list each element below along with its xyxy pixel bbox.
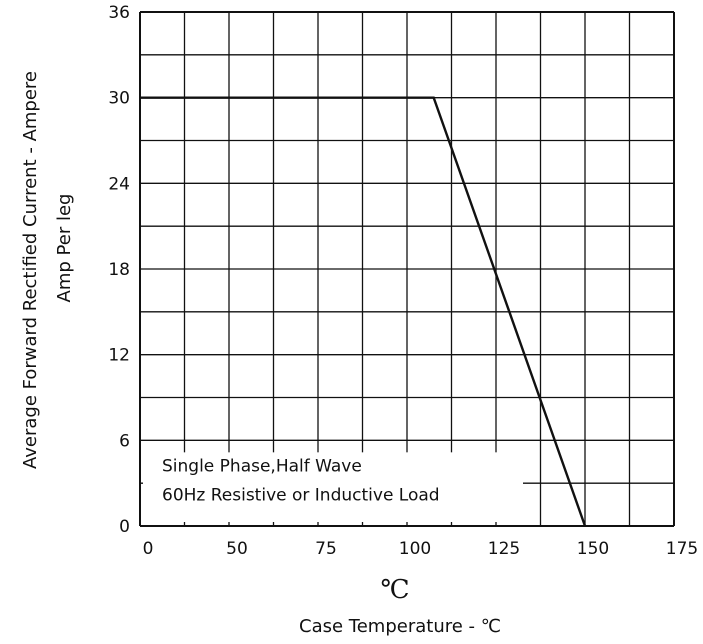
y-tick-label: 18 [108, 260, 130, 280]
x-unit-label: ℃ [380, 575, 409, 605]
y-tick-label: 24 [108, 174, 130, 194]
y-axis-subtitle: Amp Per leg [54, 194, 75, 303]
annotation-line-1: Single Phase,Half Wave [162, 456, 362, 476]
x-tick-label: 75 [315, 539, 337, 559]
y-axis-title: Average Forward Rectified Current - Ampe… [20, 71, 41, 469]
x-tick-label: 175 [666, 539, 698, 559]
x-tick-label: 125 [488, 539, 520, 559]
x-tick-label: 50 [226, 539, 248, 559]
y-tick-label: 12 [108, 346, 130, 366]
x-tick-label: 0 [143, 539, 154, 559]
series-layer [140, 96, 587, 527]
grid [139, 11, 675, 527]
y-tick-label: 0 [119, 517, 130, 537]
x-axis-title: Case Temperature - ℃ [299, 616, 501, 637]
x-tick-label: 150 [577, 539, 609, 559]
x-tick-label: 100 [399, 539, 431, 559]
annotation-line-2: 60Hz Resistive or Inductive Load [162, 485, 440, 505]
x-tick-labels: 0 50 75 100 125 150 175 [143, 539, 699, 559]
y-tick-label: 36 [108, 3, 130, 23]
y-tick-labels: 0 6 12 18 24 30 36 [108, 3, 130, 537]
y-tick-label: 30 [108, 89, 130, 109]
annotation-box [143, 452, 523, 522]
y-tick-label: 6 [119, 431, 130, 451]
derating-curve [140, 96, 587, 527]
